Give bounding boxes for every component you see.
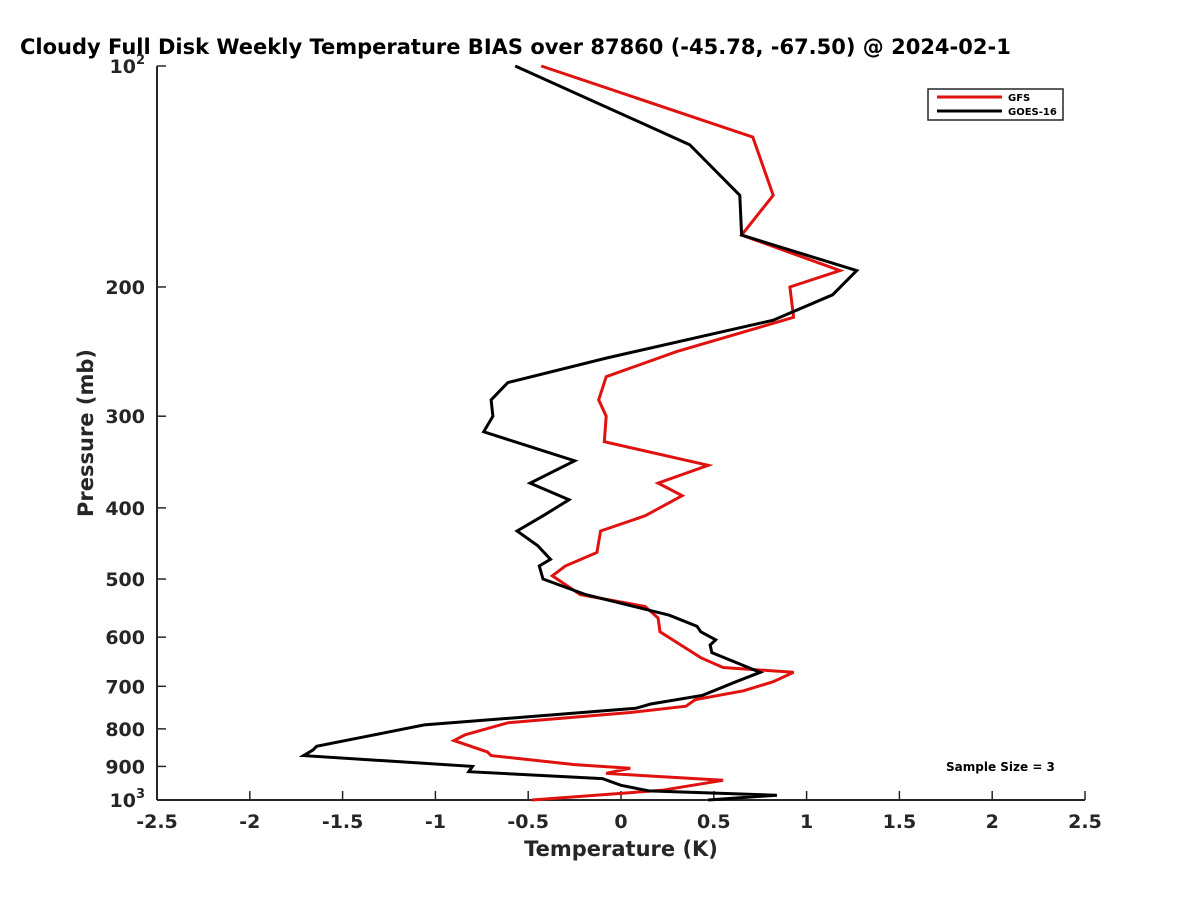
legend-box	[927, 88, 1064, 121]
x-tick-label: 2.5	[1068, 811, 1102, 833]
y-tick-label: 200	[105, 277, 145, 299]
x-tick-label: 2	[986, 811, 999, 833]
y-tick-label: 700	[105, 676, 145, 698]
legend-label-gfs: GFS	[1008, 93, 1030, 104]
y-ticks: 102 200 300 400 500 600 700 800 900 103	[105, 53, 166, 812]
x-tick-label: -2	[239, 811, 260, 833]
y-tick-label: 600	[105, 627, 145, 649]
series-line-goes-16	[298, 64, 860, 802]
series-lines	[298, 64, 860, 802]
legend: GFS GOES-16	[927, 88, 1064, 121]
legend-label-goes-16: GOES-16	[1008, 107, 1057, 118]
x-tick-label: 1.5	[883, 811, 917, 833]
y-tick-label: 800	[105, 719, 145, 741]
x-tick-label: -1	[425, 811, 446, 833]
x-tick-label: 0	[614, 811, 627, 833]
y-axis-label: Pressure (mb)	[74, 349, 98, 517]
x-tick-label: -2.5	[136, 811, 178, 833]
x-ticks: -2.5 -2 -1.5 -1 -0.5 0 0.5 1 1.5 2 2.5	[136, 791, 1102, 833]
y-tick-label: 102	[110, 53, 146, 78]
y-tick-label: 900	[105, 756, 145, 778]
y-tick-label: 103	[110, 787, 146, 812]
chart-title: Cloudy Full Disk Weekly Temperature BIAS…	[20, 35, 1011, 59]
y-tick-label: 300	[105, 406, 145, 428]
x-tick-label: 1	[800, 811, 813, 833]
y-tick-label: 400	[105, 498, 145, 520]
x-tick-label: 0.5	[697, 811, 731, 833]
x-axis-label: Temperature (K)	[524, 837, 718, 861]
y-tick-label: 500	[105, 569, 145, 591]
x-tick-label: -1.5	[322, 811, 364, 833]
x-tick-label: -0.5	[507, 811, 549, 833]
sample-size-annotation: Sample Size = 3	[946, 760, 1055, 774]
